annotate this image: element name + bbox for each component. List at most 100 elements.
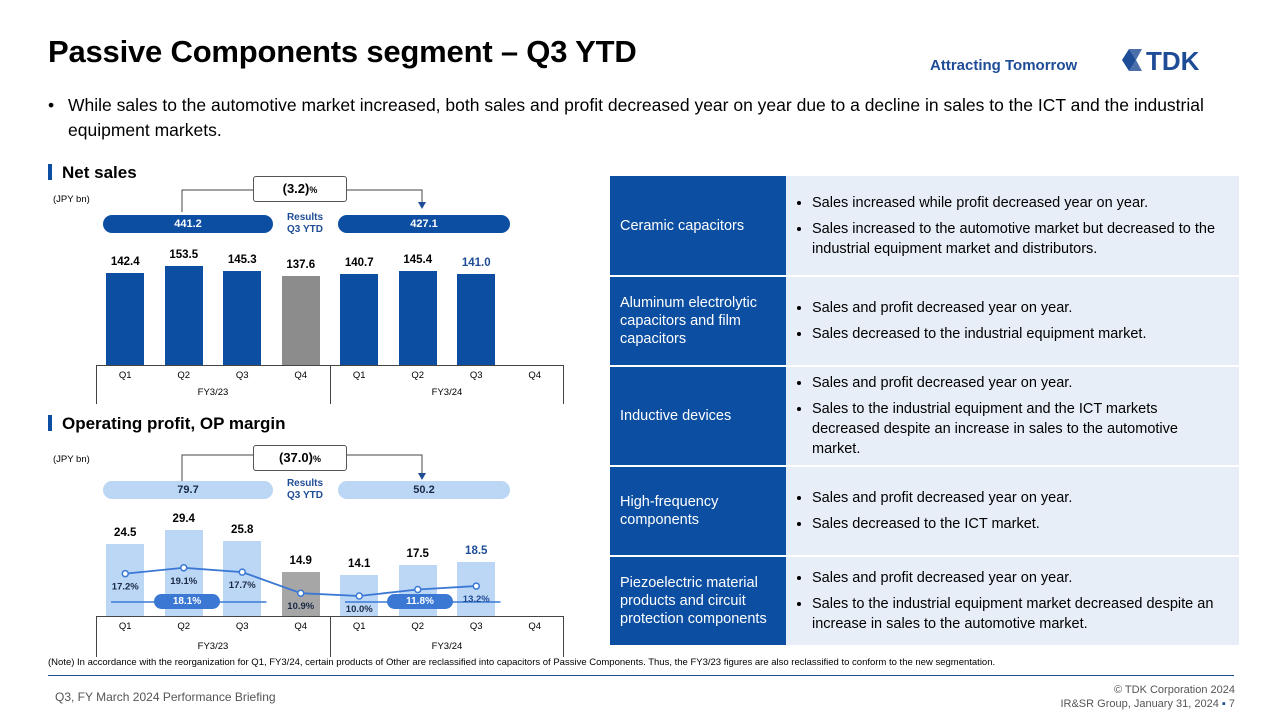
- axis-divider: [330, 365, 331, 404]
- x-tick-label: Q3: [235, 621, 249, 632]
- bar-value-label: 153.5: [169, 248, 199, 261]
- fiscal-year-label: FY3/24: [431, 641, 463, 652]
- op-margin-line-layer: 17.2%19.1%17.7%10.9%10.0%12.1%13.2%: [111, 564, 501, 615]
- segment-point: Sales and profit decreased year on year.: [812, 298, 1227, 318]
- net-sales-results-label: Results Q3 YTD: [286, 212, 324, 235]
- segment-point: Sales increased while profit decreased y…: [812, 193, 1227, 213]
- axis-divider: [563, 616, 564, 657]
- axis-divider: [563, 365, 564, 404]
- segment-point: Sales and profit decreased year on year.: [812, 373, 1227, 393]
- footer-group: IR&SR Group, January 31, 2024: [1060, 698, 1219, 710]
- op-margin-label: 19.1%: [170, 576, 197, 587]
- bar-value-label: 14.9: [289, 555, 312, 568]
- segment-details: Sales and profit decreased year on year.…: [786, 556, 1239, 647]
- segment-point: Sales to the industrial equipment and th…: [812, 399, 1227, 459]
- bar-value-label: 29.4: [172, 513, 195, 525]
- op-margin-point: [355, 592, 363, 600]
- segment-point: Sales and profit decreased year on year.: [812, 488, 1227, 508]
- bar-value-label: 24.5: [114, 527, 137, 540]
- net-sales-change-box: (3.2)%: [253, 176, 347, 202]
- net-sales-heading: Net sales: [48, 163, 137, 183]
- footnote: (Note) In accordance with the reorganiza…: [48, 657, 996, 668]
- chart-bar: [457, 273, 496, 365]
- segment-row: Ceramic capacitors Sales increased while …: [610, 176, 1239, 277]
- op-margin-line: [125, 566, 302, 595]
- segment-name: Aluminum electrolytic capacitors and fil…: [610, 276, 786, 367]
- segment-point: Sales increased to the automotive market…: [812, 219, 1227, 259]
- op-margin-point: [472, 582, 480, 590]
- op-results-label: Results Q3 YTD: [286, 478, 324, 501]
- segment-name: High-frequency components: [610, 466, 786, 557]
- op-margin-point: [238, 568, 246, 576]
- axis-divider: [330, 616, 331, 657]
- x-tick-label: Q4: [294, 621, 308, 632]
- segment-name: Inductive devices: [610, 366, 786, 467]
- op-margin-label: 13.2%: [463, 594, 490, 605]
- x-tick-label: Q1: [118, 370, 132, 381]
- op-avg-margin-curr: 11.8%: [387, 594, 453, 609]
- x-tick-label: Q2: [411, 370, 425, 381]
- footer-title: Q3, FY March 2024 Performance Briefing: [55, 690, 276, 704]
- net-sales-ytd-prev: 441.2: [103, 215, 273, 233]
- x-tick-label: Q2: [177, 621, 191, 632]
- segment-table: Ceramic capacitors Sales increased while …: [610, 176, 1239, 647]
- x-tick-label: Q1: [352, 370, 366, 381]
- footer-divider: [48, 675, 1234, 676]
- summary-bullet: • While sales to the automotive market i…: [48, 95, 1204, 140]
- segment-point: Sales decreased to the ICT market.: [812, 514, 1227, 534]
- footer-info: © TDK Corporation 2024 IR&SR Group, Janu…: [1060, 684, 1235, 710]
- page-number: 7: [1228, 698, 1235, 710]
- chart-bar: [164, 265, 203, 365]
- segment-point: Sales to the industrial equipment market…: [812, 594, 1227, 634]
- bar-value-label: 142.4: [110, 255, 140, 268]
- op-avg-margin-prev: 18.1%: [154, 594, 220, 609]
- bar-value-label: 17.5: [406, 547, 429, 560]
- segment-details: Sales and profit decreased year on year.…: [786, 466, 1239, 557]
- segment-details: Sales and profit decreased year on year.…: [786, 276, 1239, 367]
- segment-name: Piezoelectric material products and circ…: [610, 556, 786, 647]
- segment-details: Sales increased while profit decreased y…: [786, 176, 1239, 277]
- footer-copyright: © TDK Corporation 2024: [1113, 684, 1235, 696]
- op-margin-point: [180, 564, 188, 572]
- op-margin-label: 17.7%: [229, 580, 256, 591]
- tagline: Attracting Tomorrow: [930, 57, 1078, 74]
- logo-text: TDK: [1146, 46, 1200, 74]
- chart-bar: [106, 544, 145, 616]
- bar-value-label: 145.3: [227, 253, 257, 266]
- op-ytd-prev: 79.7: [103, 481, 273, 499]
- op-margin-point: [121, 569, 129, 578]
- bar-value-label: 141.0: [461, 256, 491, 269]
- op-change-box: (37.0)%: [253, 445, 347, 471]
- x-tick-label: Q3: [469, 370, 483, 381]
- bar-value-label: 18.5: [465, 544, 488, 557]
- net-sales-unit: (JPY bn): [53, 194, 90, 205]
- fiscal-year-label: FY3/23: [197, 641, 229, 652]
- segment-name: Ceramic capacitors: [610, 176, 786, 277]
- x-tick-label: Q3: [235, 370, 249, 381]
- net-sales-ytd-curr: 427.1: [338, 215, 510, 233]
- op-heading: Operating profit, OP margin: [48, 414, 286, 434]
- segment-row: High-frequency componentsSales and profi…: [610, 466, 1239, 557]
- segment-details: Sales and profit decreased year on year.…: [786, 366, 1239, 467]
- op-margin-point: [414, 585, 422, 594]
- chart-bar: [223, 270, 262, 365]
- tdk-logo: TDK: [1122, 46, 1200, 74]
- x-tick-label: Q4: [294, 370, 308, 381]
- bar-value-label: 25.8: [231, 523, 254, 536]
- op-margin-line: [300, 592, 360, 597]
- chart-bar: [398, 270, 437, 365]
- x-tick-label: Q1: [118, 621, 132, 632]
- bar-value-label: 145.4: [403, 253, 433, 266]
- x-tick-label: Q2: [411, 621, 425, 632]
- segment-row: Aluminum electrolytic capacitors and fil…: [610, 276, 1239, 367]
- fiscal-year-label: FY3/24: [431, 387, 463, 398]
- op-margin-point: [297, 589, 305, 597]
- axis-divider: [96, 616, 97, 657]
- op-unit: (JPY bn): [53, 454, 90, 465]
- segment-point: Sales decreased to the industrial equipm…: [812, 324, 1227, 344]
- x-tick-label: Q1: [352, 621, 366, 632]
- op-ytd-curr: 50.2: [338, 481, 510, 499]
- op-margin-label: 10.9%: [287, 601, 314, 612]
- page-title: Passive Components segment – Q3 YTD: [48, 34, 637, 69]
- segment-row: Piezoelectric material products and circ…: [610, 556, 1239, 647]
